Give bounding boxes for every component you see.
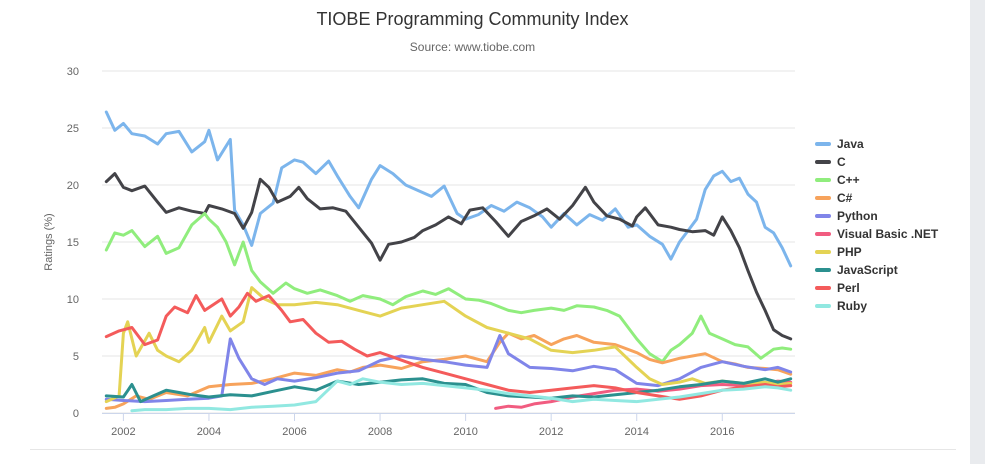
legend-item-c[interactable]: C — [815, 153, 938, 171]
legend-label: C# — [837, 191, 853, 205]
series-line-perl[interactable] — [104, 291, 793, 401]
series-lines — [104, 110, 793, 413]
legend-swatch — [815, 214, 831, 218]
legend-item-ruby[interactable]: Ruby — [815, 297, 938, 315]
series-line-ruby[interactable] — [130, 377, 793, 413]
x-tick-label: 2002 — [111, 426, 135, 438]
x-tick-label: 2012 — [539, 426, 563, 438]
legend-label: JavaScript — [837, 263, 898, 277]
y-tick-label: 30 — [67, 66, 79, 78]
legend-swatch — [815, 232, 831, 236]
series-line-java[interactable] — [104, 110, 793, 268]
y-tick-label: 20 — [67, 180, 79, 192]
legend-item-java[interactable]: Java — [815, 135, 938, 153]
legend-label: PHP — [837, 245, 862, 259]
legend-swatch — [815, 142, 831, 146]
series-line-c[interactable] — [104, 331, 793, 410]
y-tick-label: 15 — [67, 237, 79, 249]
x-tick-label: 2006 — [282, 426, 306, 438]
x-tick-label: 2004 — [197, 426, 221, 438]
legend-label: C++ — [837, 173, 860, 187]
legend-swatch — [815, 286, 831, 290]
legend-swatch — [815, 268, 831, 272]
x-tick-label: 2008 — [368, 426, 392, 438]
series-line-python[interactable] — [104, 334, 793, 404]
legend-swatch — [815, 160, 831, 164]
y-axis-label: Ratings (%) — [43, 213, 55, 270]
legend-item-python[interactable]: Python — [815, 207, 938, 225]
legend-item-c[interactable]: C# — [815, 189, 938, 207]
legend-swatch — [815, 196, 831, 200]
legend-label: Ruby — [837, 299, 867, 313]
series-line-c[interactable] — [104, 172, 793, 341]
legend-item-javascript[interactable]: JavaScript — [815, 261, 938, 279]
legend-label: Java — [837, 137, 864, 151]
bottom-divider — [30, 449, 956, 450]
legend-item-visual-basic-net[interactable]: Visual Basic .NET — [815, 225, 938, 243]
legend-swatch — [815, 178, 831, 182]
y-tick-label: 5 — [73, 351, 79, 363]
x-tick-label: 2014 — [624, 426, 648, 438]
x-tick-label: 2016 — [710, 426, 734, 438]
legend-label: Perl — [837, 281, 860, 295]
y-tick-label: 25 — [67, 123, 79, 135]
legend-label: C — [837, 155, 846, 169]
legend-item-c[interactable]: C++ — [815, 171, 938, 189]
legend-label: Python — [837, 209, 878, 223]
y-tick-label: 10 — [67, 294, 79, 306]
x-tick-label: 2010 — [453, 426, 477, 438]
series-line-c[interactable] — [104, 212, 793, 364]
chart-legend: Java C C++ C# Python Visual Basic .NET PHP Java… — [815, 135, 938, 315]
legend-swatch — [815, 304, 831, 308]
legend-label: Visual Basic .NET — [837, 227, 939, 241]
axes: 0 5 10 15 20 25 30 2002 2004 2006 2008 2010 2012 2014… — [67, 66, 795, 438]
chart-subtitle: Source: www.tiobe.com — [409, 40, 536, 54]
legend-swatch — [815, 250, 831, 254]
series-line-javascript[interactable] — [104, 377, 793, 404]
y-tick-label: 0 — [73, 408, 79, 420]
series-line-php[interactable] — [104, 286, 793, 404]
legend-item-php[interactable]: PHP — [815, 243, 938, 261]
chart-title: TIOBE Programming Community Index — [316, 9, 629, 29]
legend-item-perl[interactable]: Perl — [815, 279, 938, 297]
